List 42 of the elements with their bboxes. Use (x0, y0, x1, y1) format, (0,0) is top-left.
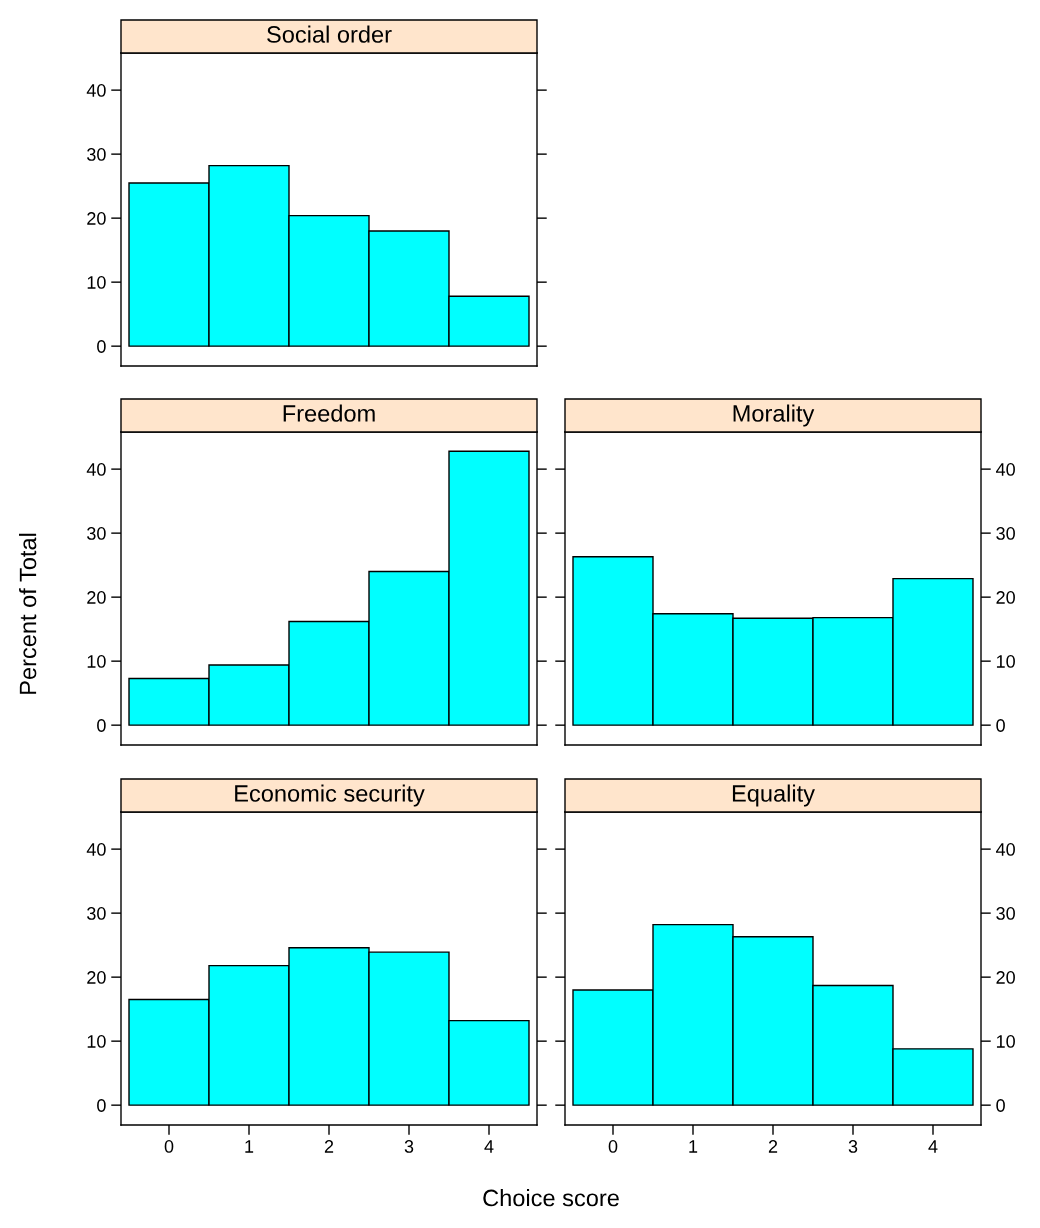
y-tick-label: 30 (87, 148, 106, 161)
y-tick-label: 10 (996, 1035, 1015, 1048)
chart-title: Equality (732, 784, 815, 807)
x-tick-label: 1 (689, 1140, 698, 1153)
chart-title: Social order (267, 25, 392, 43)
y-tick-label: 40 (996, 843, 1015, 856)
y-tick-label: 30 (87, 527, 106, 540)
x-tick-label: 4 (928, 1140, 938, 1153)
x-tick-label: 0 (608, 1140, 618, 1153)
y-tick-label: 30 (996, 907, 1015, 920)
x-tick-label: 2 (768, 1140, 778, 1153)
x-tick-label: 1 (245, 1140, 254, 1153)
x-tick-label: 3 (404, 1140, 414, 1153)
x-tick-label: 3 (848, 1140, 858, 1153)
y-tick-label: 40 (86, 843, 106, 856)
y-tick-label: 0 (97, 719, 106, 732)
y-tick-label: 10 (87, 1035, 106, 1048)
y-tick-label: 10 (87, 655, 106, 668)
y-tick-label: 20 (996, 971, 1015, 984)
y-tick-label: 20 (87, 971, 106, 984)
y-tick-label: 10 (87, 276, 106, 289)
y-tick-label: 0 (996, 719, 1005, 732)
chart-title: Morality (733, 404, 815, 427)
y-tick-label: 0 (996, 1099, 1005, 1112)
y-tick-label: 20 (996, 591, 1015, 604)
y-tick-label: 20 (87, 591, 106, 604)
y-tick-label: 0 (97, 340, 106, 353)
y-tick-label: 30 (87, 907, 106, 920)
x-axis-title: Choice score (483, 1188, 619, 1207)
y-tick-label: 20 (87, 212, 106, 225)
y-tick-label: 40 (86, 84, 106, 97)
y-tick-label: 40 (86, 463, 106, 476)
y-tick-label: 40 (996, 463, 1015, 476)
x-tick-label: 2 (324, 1140, 334, 1153)
y-tick-label: 0 (97, 1099, 106, 1112)
chart-title: Economic security (235, 784, 425, 807)
x-tick-label: 4 (484, 1140, 494, 1153)
x-tick-label: 0 (164, 1140, 174, 1153)
y-tick-label: 30 (996, 527, 1015, 540)
y-tick-label: 10 (996, 655, 1015, 668)
y-axis-title: Percent of Total (19, 533, 37, 694)
chart-title: Freedom (283, 404, 375, 422)
